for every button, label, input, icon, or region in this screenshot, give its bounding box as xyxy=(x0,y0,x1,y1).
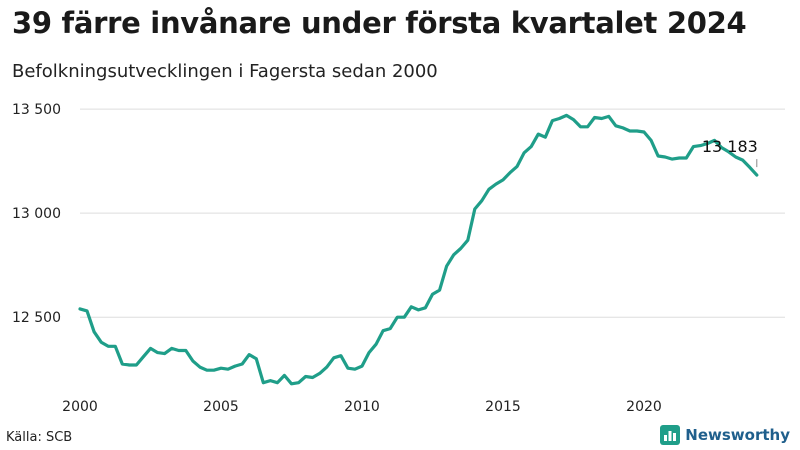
bar-chart-logo-icon xyxy=(660,425,681,445)
y-axis: 12 500 13 000 13 500 xyxy=(12,102,61,326)
x-tick-label: 2010 xyxy=(344,399,380,415)
y-tick-label: 13 000 xyxy=(12,206,61,222)
chart-subtitle: Befolkningsutvecklingen i Fagersta sedan… xyxy=(12,61,438,82)
series-line-0 xyxy=(78,113,759,386)
x-tick-label: 2000 xyxy=(62,399,98,415)
x-tick-label: 2005 xyxy=(203,399,239,415)
y-tick-label: 12 500 xyxy=(12,310,61,326)
x-tick-label: 2020 xyxy=(626,399,662,415)
grid-lines xyxy=(80,108,785,318)
brand-logo: Newsworthy xyxy=(660,425,790,445)
chart-title: 39 färre invånare under första kvartalet… xyxy=(12,6,747,40)
brand-name: Newsworthy xyxy=(685,426,790,444)
source-note: Källa: SCB xyxy=(6,430,73,445)
annotation-label: 13 183 xyxy=(702,137,758,156)
x-tick-label: 2015 xyxy=(485,399,521,415)
series-layer xyxy=(78,113,759,386)
annotation-layer: 13 183 xyxy=(702,137,758,168)
x-axis: 2000 2005 2010 2015 2020 xyxy=(62,399,662,415)
y-tick-label: 13 500 xyxy=(12,102,61,118)
